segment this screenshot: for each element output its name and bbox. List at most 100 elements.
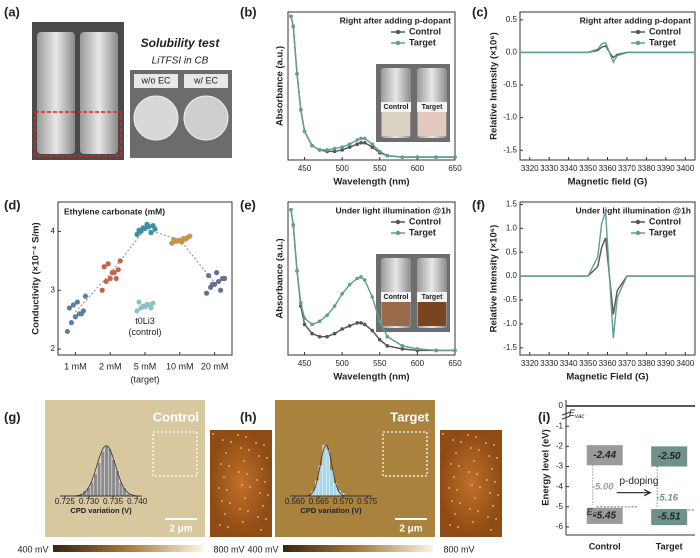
series-marker bbox=[295, 71, 299, 76]
afm-grain bbox=[238, 471, 240, 473]
zoom-box bbox=[152, 431, 198, 477]
series-marker bbox=[385, 153, 390, 158]
inset-liquid bbox=[382, 300, 410, 326]
data-point bbox=[222, 275, 228, 282]
data-point bbox=[206, 272, 212, 279]
x-axis-label: CPD variation (V) bbox=[300, 506, 362, 515]
control-point bbox=[144, 301, 150, 307]
series-marker bbox=[347, 142, 352, 146]
hist-bar bbox=[93, 473, 98, 497]
x-tick-label: 450 bbox=[298, 359, 312, 368]
afm-grain bbox=[221, 500, 223, 502]
series-marker bbox=[332, 149, 337, 154]
legend-marker bbox=[395, 40, 401, 46]
afm-grain bbox=[479, 486, 481, 488]
series-marker bbox=[400, 344, 405, 348]
y-tick-label: 0.0 bbox=[506, 48, 518, 57]
data-point bbox=[117, 258, 123, 264]
series-marker bbox=[385, 344, 390, 348]
y-tick-label: -5 bbox=[556, 502, 564, 511]
legend-label: Target bbox=[409, 227, 436, 237]
x-tick-label: 2 mM bbox=[99, 361, 122, 371]
y-tick-label: 0.0 bbox=[506, 271, 518, 280]
series-marker bbox=[377, 337, 382, 342]
chart-title: Right after adding p-dopant bbox=[340, 15, 452, 25]
x-tick-label: 3390 bbox=[657, 359, 675, 368]
data-point bbox=[134, 231, 140, 237]
kpfm-bg bbox=[45, 400, 205, 537]
data-point bbox=[64, 328, 70, 335]
afm-grain bbox=[453, 476, 455, 478]
y-tick-label: 0.5 bbox=[506, 15, 518, 24]
series-marker bbox=[355, 276, 360, 281]
label-bg bbox=[184, 74, 228, 88]
series-marker bbox=[355, 321, 360, 325]
x-tick-label: 3340 bbox=[560, 359, 578, 368]
x-axis-label: CPD variation (V) bbox=[70, 506, 132, 515]
hist-bar bbox=[100, 451, 105, 497]
y-tick-label: 0.5 bbox=[506, 247, 518, 256]
inset-label-bg bbox=[417, 102, 447, 112]
afm-bg bbox=[210, 430, 272, 537]
inset-photo: Control Target bbox=[376, 64, 450, 142]
afm-grain bbox=[263, 444, 265, 446]
series-marker bbox=[298, 107, 303, 112]
afm-grain bbox=[470, 447, 472, 449]
highlight-box bbox=[34, 111, 122, 157]
series-marker bbox=[310, 322, 314, 327]
y-axis-label: Conductivity (×10⁻⁴ S/m) bbox=[31, 222, 42, 334]
x-tick-label: 10 mM bbox=[166, 361, 194, 371]
legend-marker bbox=[395, 29, 401, 35]
x-tick-label: 0.570 bbox=[333, 497, 354, 506]
x-tick-label: 3360 bbox=[599, 359, 617, 368]
afm-grain bbox=[448, 487, 450, 489]
afm-grain bbox=[262, 505, 264, 507]
series-marker bbox=[377, 319, 382, 324]
afm-grain bbox=[456, 489, 458, 491]
zoom-box bbox=[382, 431, 428, 477]
afm-grain bbox=[239, 508, 241, 510]
series-marker bbox=[317, 148, 322, 152]
legend-marker bbox=[635, 40, 641, 46]
chart-title: Right after adding p-dopant bbox=[580, 15, 692, 25]
afm-grain bbox=[225, 452, 227, 454]
plot-frame bbox=[287, 11, 456, 161]
series-marker bbox=[332, 331, 337, 336]
x-axis-label: Wavelength (nm) bbox=[333, 372, 409, 383]
data-point bbox=[175, 238, 181, 244]
afm-grain bbox=[224, 513, 226, 515]
afm-grain bbox=[496, 457, 498, 459]
afm-grain bbox=[458, 465, 460, 467]
data-point bbox=[99, 287, 105, 293]
hist-bar bbox=[86, 487, 91, 497]
series-marker bbox=[415, 155, 420, 159]
afm-grain bbox=[492, 505, 494, 507]
panel-a: (a) Solubility test LiTFSI in CB w/o EC … bbox=[4, 4, 232, 160]
afm-grain bbox=[259, 492, 261, 494]
data-point bbox=[70, 302, 76, 308]
x-tick-label: 450 bbox=[298, 164, 312, 173]
afm-grain bbox=[476, 473, 478, 475]
x-tick-label: 5 mM bbox=[134, 361, 157, 371]
x-tick-label: 20 mM bbox=[201, 361, 229, 371]
afm-grain bbox=[467, 434, 469, 436]
x-tick-label: 3350 bbox=[579, 164, 597, 173]
afm-grain bbox=[477, 510, 479, 512]
afm-grain bbox=[485, 442, 487, 444]
series-marker bbox=[453, 155, 457, 159]
afm-grain bbox=[267, 494, 269, 496]
chart-title: Under light illumination @1h bbox=[336, 205, 451, 215]
inset-label-bg bbox=[381, 292, 411, 302]
x-axis-label: Magnetic Field (G) bbox=[566, 372, 648, 383]
hist-bar bbox=[104, 445, 109, 497]
series-line bbox=[520, 237, 695, 315]
afm-grain bbox=[256, 479, 258, 481]
legend-label: Target bbox=[409, 37, 436, 47]
legend-marker bbox=[635, 230, 641, 236]
series-line bbox=[520, 41, 695, 64]
x-tick-label: 550 bbox=[373, 359, 387, 368]
series-line bbox=[520, 211, 695, 339]
afm-grain bbox=[261, 468, 263, 470]
data-point bbox=[152, 226, 158, 232]
